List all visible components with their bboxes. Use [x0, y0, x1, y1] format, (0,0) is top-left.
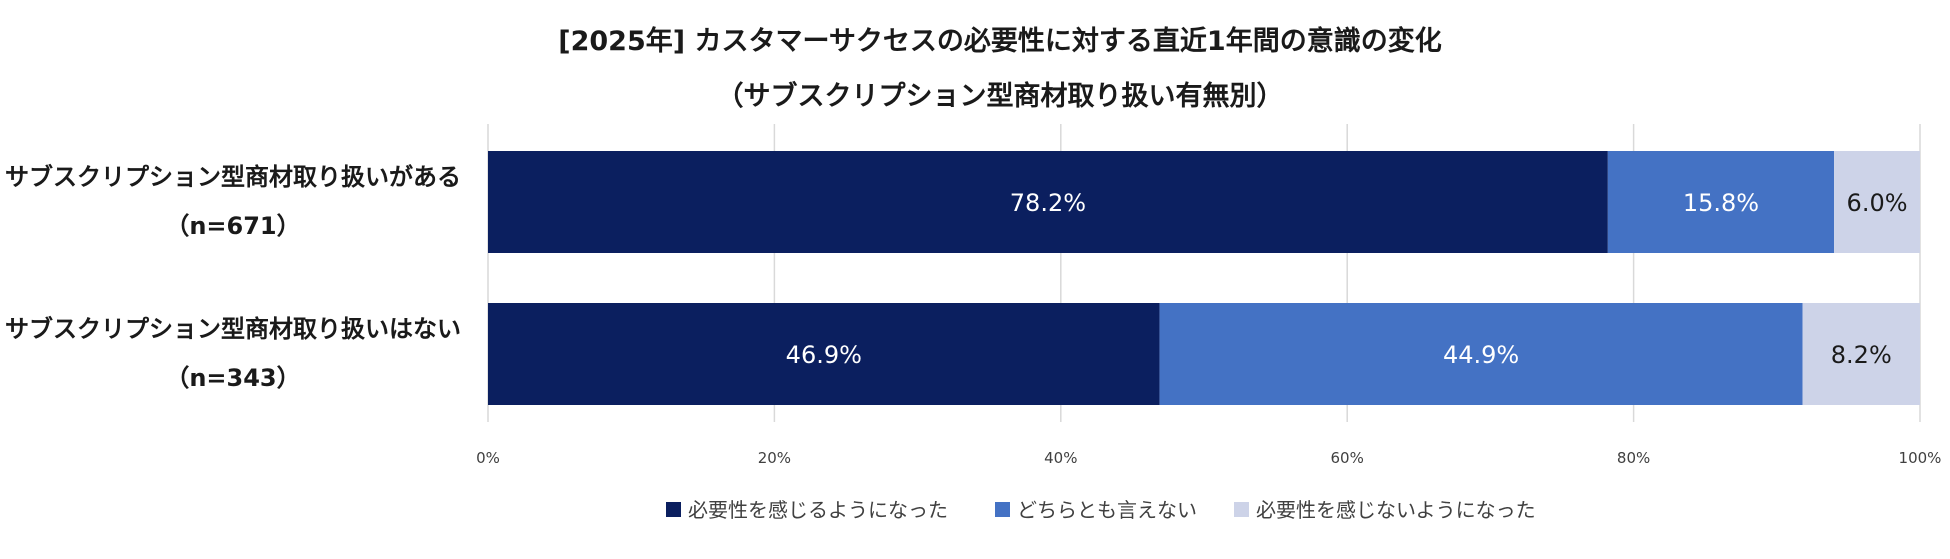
data-label: 78.2% — [1010, 189, 1086, 217]
chart-title: [2025年] カスタマーサクセスの必要性に対する直近1年間の意識の変化 — [558, 25, 1441, 57]
x-tick-label: 40% — [1044, 449, 1077, 467]
x-tick-label: 20% — [758, 449, 791, 467]
x-tick-label: 60% — [1331, 449, 1364, 467]
legend-label: 必要性を感じないようになった — [1256, 498, 1536, 522]
x-tick-label: 0% — [476, 449, 500, 467]
bar-segment — [1802, 303, 1920, 405]
category-labels: サブスクリプション型商材取り扱いがある （n=671） サブスクリプション型商材取り… — [5, 163, 461, 392]
category-n-label: （n=343） — [165, 364, 300, 392]
bar-segment — [1834, 151, 1920, 253]
legend-label: どちらとも言えない — [1017, 498, 1197, 522]
x-tick-label: 80% — [1617, 449, 1650, 467]
category-n-label: （n=671） — [165, 212, 300, 240]
legend-swatch — [666, 502, 681, 517]
category-label: サブスクリプション型商材取り扱いはない — [5, 315, 461, 343]
data-label: 46.9% — [786, 341, 862, 369]
data-label: 15.8% — [1683, 189, 1759, 217]
legend-swatch — [995, 502, 1010, 517]
chart-subtitle: （サブスクリプション型商材取り扱い有無別） — [717, 80, 1284, 112]
legend: 必要性を感じるようになった どちらとも言えない 必要性を感じないようになった — [666, 498, 1536, 522]
bar-segment — [488, 151, 1608, 253]
bar-segment — [488, 303, 1160, 405]
x-axis-ticks: 0% 20% 40% 60% 80% 100% — [476, 449, 1941, 467]
x-tick-label: 100% — [1899, 449, 1942, 467]
category-label: サブスクリプション型商材取り扱いがある — [5, 163, 461, 191]
bar-segment — [1607, 151, 1835, 253]
data-label: 6.0% — [1847, 189, 1908, 217]
bar-segment — [1159, 303, 1803, 405]
bars: 78.2% 15.8% 6.0% 46.9% 44.9% 8.2% — [488, 151, 1920, 405]
data-label: 44.9% — [1443, 341, 1519, 369]
legend-label: 必要性を感じるようになった — [688, 498, 948, 522]
data-label: 8.2% — [1831, 341, 1892, 369]
legend-swatch — [1234, 502, 1249, 517]
